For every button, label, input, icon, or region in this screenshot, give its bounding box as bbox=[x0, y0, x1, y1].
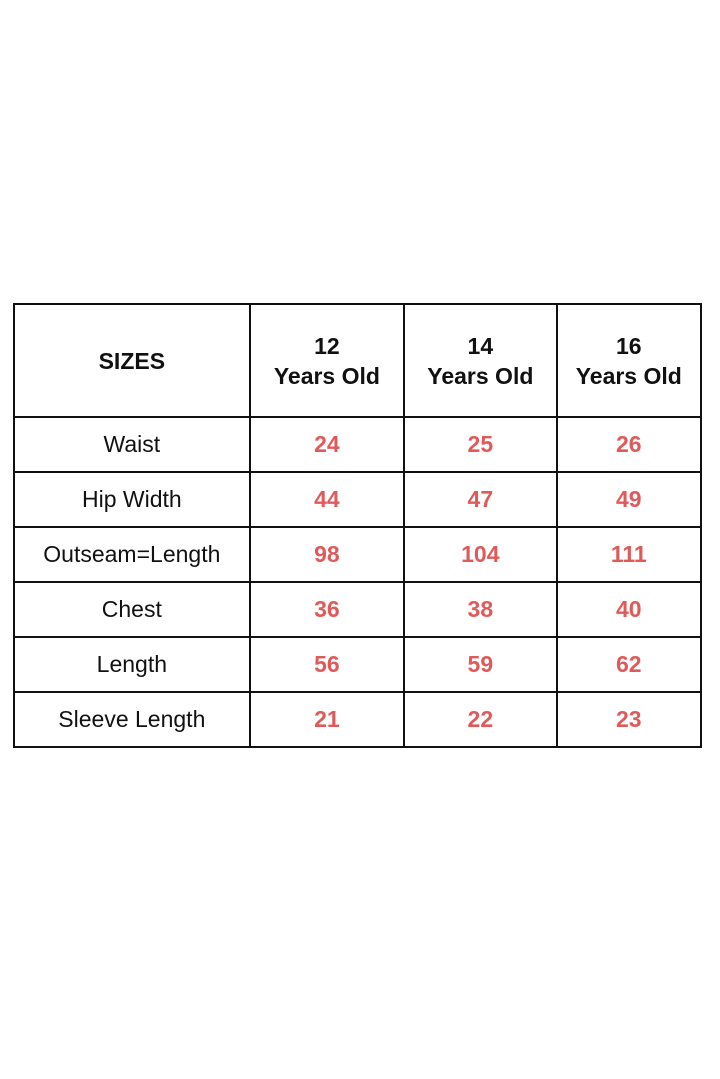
size-value: 21 bbox=[248, 691, 406, 748]
size-value: 56 bbox=[248, 636, 406, 693]
size-value: 38 bbox=[403, 581, 558, 638]
row-label: Outseam=Length bbox=[13, 526, 251, 583]
size-value: 98 bbox=[248, 526, 406, 583]
size-value: 44 bbox=[248, 471, 406, 528]
sizes-header: SIZES bbox=[13, 303, 251, 418]
column-header-unit: Years Old bbox=[427, 362, 534, 389]
column-header-number: 16 bbox=[615, 332, 642, 359]
table-row-outseam-length: Outseam=Length 98 104 111 bbox=[13, 526, 703, 583]
size-value: 26 bbox=[555, 416, 703, 473]
table-row-length: Length 56 59 62 bbox=[13, 636, 703, 693]
table-row-hip-width: Hip Width 44 47 49 bbox=[13, 471, 703, 528]
column-header-unit: Years Old bbox=[575, 362, 682, 389]
size-value: 62 bbox=[555, 636, 703, 693]
column-header-number: 12 bbox=[314, 332, 340, 359]
size-value: 47 bbox=[403, 471, 558, 528]
column-header-12: 12 Years Old bbox=[248, 303, 406, 418]
row-label: Sleeve Length bbox=[13, 691, 251, 748]
header-row: SIZES 12 Years Old 14 Years Old 16 Years… bbox=[13, 303, 703, 418]
size-value: 36 bbox=[248, 581, 406, 638]
size-value: 40 bbox=[555, 581, 703, 638]
column-header-number: 14 bbox=[467, 332, 494, 359]
column-header-16: 16 Years Old bbox=[555, 303, 703, 418]
table-row-chest: Chest 36 38 40 bbox=[13, 581, 703, 638]
size-chart-table: SIZES 12 Years Old 14 Years Old 16 Years… bbox=[13, 303, 703, 748]
size-value: 22 bbox=[403, 691, 558, 748]
size-value: 23 bbox=[555, 691, 703, 748]
size-value: 104 bbox=[403, 526, 558, 583]
size-value: 49 bbox=[555, 471, 703, 528]
size-value: 25 bbox=[403, 416, 558, 473]
row-label: Waist bbox=[13, 416, 251, 473]
column-header-unit: Years Old bbox=[273, 362, 380, 389]
row-label: Length bbox=[13, 636, 251, 693]
row-label: Chest bbox=[13, 581, 251, 638]
size-value: 59 bbox=[403, 636, 558, 693]
table-row-waist: Waist 24 25 26 bbox=[13, 416, 703, 473]
column-header-14: 14 Years Old bbox=[403, 303, 558, 418]
size-value: 111 bbox=[555, 526, 703, 583]
row-label: Hip Width bbox=[13, 471, 251, 528]
size-value: 24 bbox=[248, 416, 406, 473]
table-row-sleeve-length: Sleeve Length 21 22 23 bbox=[13, 691, 703, 748]
